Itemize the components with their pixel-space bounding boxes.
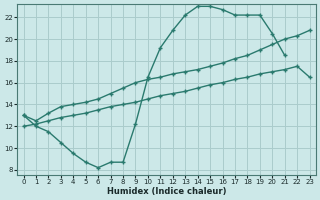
X-axis label: Humidex (Indice chaleur): Humidex (Indice chaleur) xyxy=(107,187,226,196)
